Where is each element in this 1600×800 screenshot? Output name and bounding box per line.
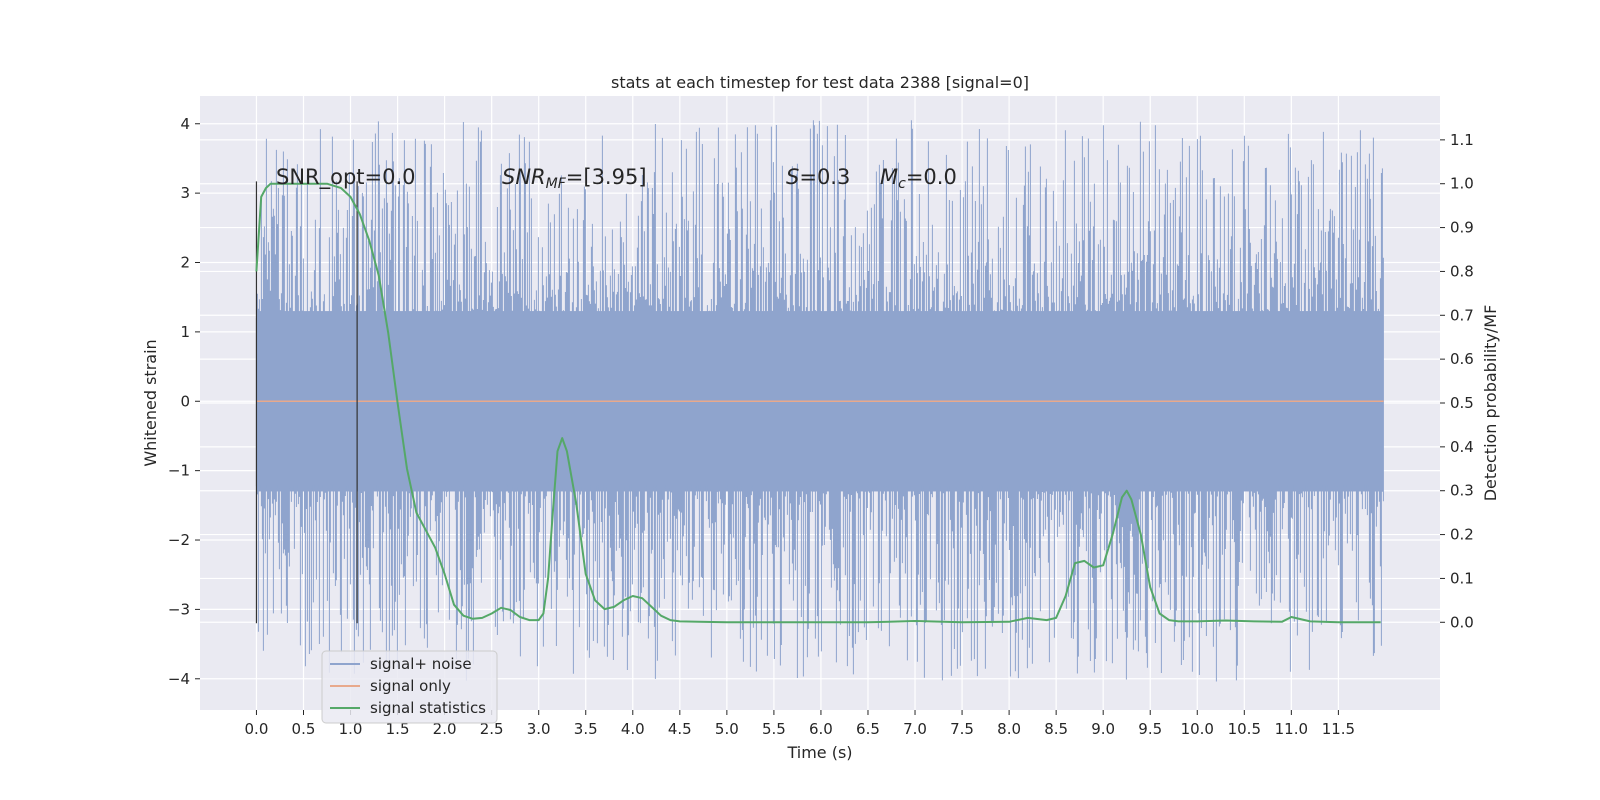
y-tick-label: 1: [180, 323, 190, 341]
y-tick-label: −2: [168, 531, 190, 549]
line-layer: [255, 181, 1384, 624]
chart-title: stats at each timestep for test data 238…: [611, 73, 1029, 92]
annotation-snr-mf: SNRMF=[3.95]: [502, 165, 647, 192]
legend-label-signal-noise: signal+ noise: [370, 655, 472, 673]
y-right-tick-label: 0.4: [1450, 438, 1474, 456]
x-tick-label: 9.5: [1138, 720, 1162, 738]
y-right-tick-label: 0.1: [1450, 569, 1474, 587]
x-tick-label: 2.5: [480, 720, 504, 738]
x-tick-label: 1.5: [386, 720, 410, 738]
x-tick-label: 5.0: [715, 720, 739, 738]
y-tick-label: 4: [180, 115, 190, 133]
y-right-tick-label: 0.0: [1450, 613, 1474, 631]
s-symbol: S: [786, 165, 799, 189]
snr-mf-value: =[3.95]: [566, 165, 647, 189]
snr-mf-subscript: MF: [546, 176, 567, 192]
y-right-tick-label: 0.7: [1450, 306, 1474, 324]
y-axis-right-label: Detection probability/MF: [1481, 305, 1500, 502]
s-value: =0.3: [799, 165, 850, 189]
legend: signal+ noise signal only signal statist…: [321, 650, 498, 724]
x-tick-label: 0.5: [292, 720, 316, 738]
y-right-tick-label: 0.3: [1450, 482, 1474, 500]
x-tick-label: 10.0: [1181, 720, 1214, 738]
x-tick-label: 5.5: [762, 720, 786, 738]
tick-layer: 0.0 0.5 1.0 1.5 2.0 2.5 3.0 3.5 4.0 4.5 5.0 5.5 6.0 6…: [168, 115, 1474, 738]
legend-label-signal-only: signal only: [370, 677, 451, 695]
x-tick-label: 11.0: [1275, 720, 1308, 738]
x-tick-label: 3.5: [574, 720, 598, 738]
x-tick-label: 7.0: [903, 720, 927, 738]
snr-mf-prefix: SNR: [502, 165, 546, 189]
x-tick-label: 8.0: [997, 720, 1021, 738]
legend-box: [321, 650, 498, 724]
y-tick-label: 0: [180, 392, 190, 410]
y-tick-label: −1: [168, 462, 190, 480]
x-tick-label: 7.5: [950, 720, 974, 738]
x-tick-label: 1.0: [339, 720, 363, 738]
y-right-tick-label: 0.2: [1450, 526, 1474, 544]
mc-symbol: M: [880, 165, 898, 189]
x-tick-label: 0.0: [245, 720, 269, 738]
y-right-tick-label: 1.0: [1450, 175, 1474, 193]
annotation-mc: Mc=0.0: [880, 165, 957, 192]
y-right-tick-label: 1.1: [1450, 131, 1474, 149]
legend-label-signal-statistics: signal statistics: [370, 699, 486, 717]
x-tick-label: 6.0: [809, 720, 833, 738]
x-tick-label: 6.5: [856, 720, 880, 738]
y-axis-label: Whitened strain: [141, 339, 160, 466]
x-tick-label: 11.5: [1322, 720, 1355, 738]
x-tick-label: 9.0: [1091, 720, 1115, 738]
y-right-tick-label: 0.9: [1450, 219, 1474, 237]
y-tick-label: −3: [168, 600, 190, 618]
x-axis-label: Time (s): [786, 743, 852, 762]
annotation-s: S=0.3: [786, 165, 850, 189]
y-right-tick-label: 0.5: [1450, 394, 1474, 412]
y-right-tick-label: 0.6: [1450, 350, 1474, 368]
x-tick-label: 2.0: [433, 720, 457, 738]
x-tick-label: 8.5: [1044, 720, 1068, 738]
x-tick-label: 3.0: [527, 720, 551, 738]
mc-value: =0.0: [906, 165, 957, 189]
signal-statistics-series: [255, 182, 1381, 624]
annotation-snr-opt: SNR_opt=0.0: [276, 165, 416, 190]
y-tick-label: 2: [180, 254, 190, 272]
mc-subscript: c: [898, 176, 906, 192]
y-right-tick-label: 0.8: [1450, 262, 1474, 280]
x-tick-label: 10.5: [1228, 720, 1261, 738]
x-tick-label: 4.5: [668, 720, 692, 738]
x-tick-label: 4.0: [621, 720, 645, 738]
y-tick-label: −4: [168, 670, 190, 688]
y-tick-label: 3: [180, 184, 190, 202]
